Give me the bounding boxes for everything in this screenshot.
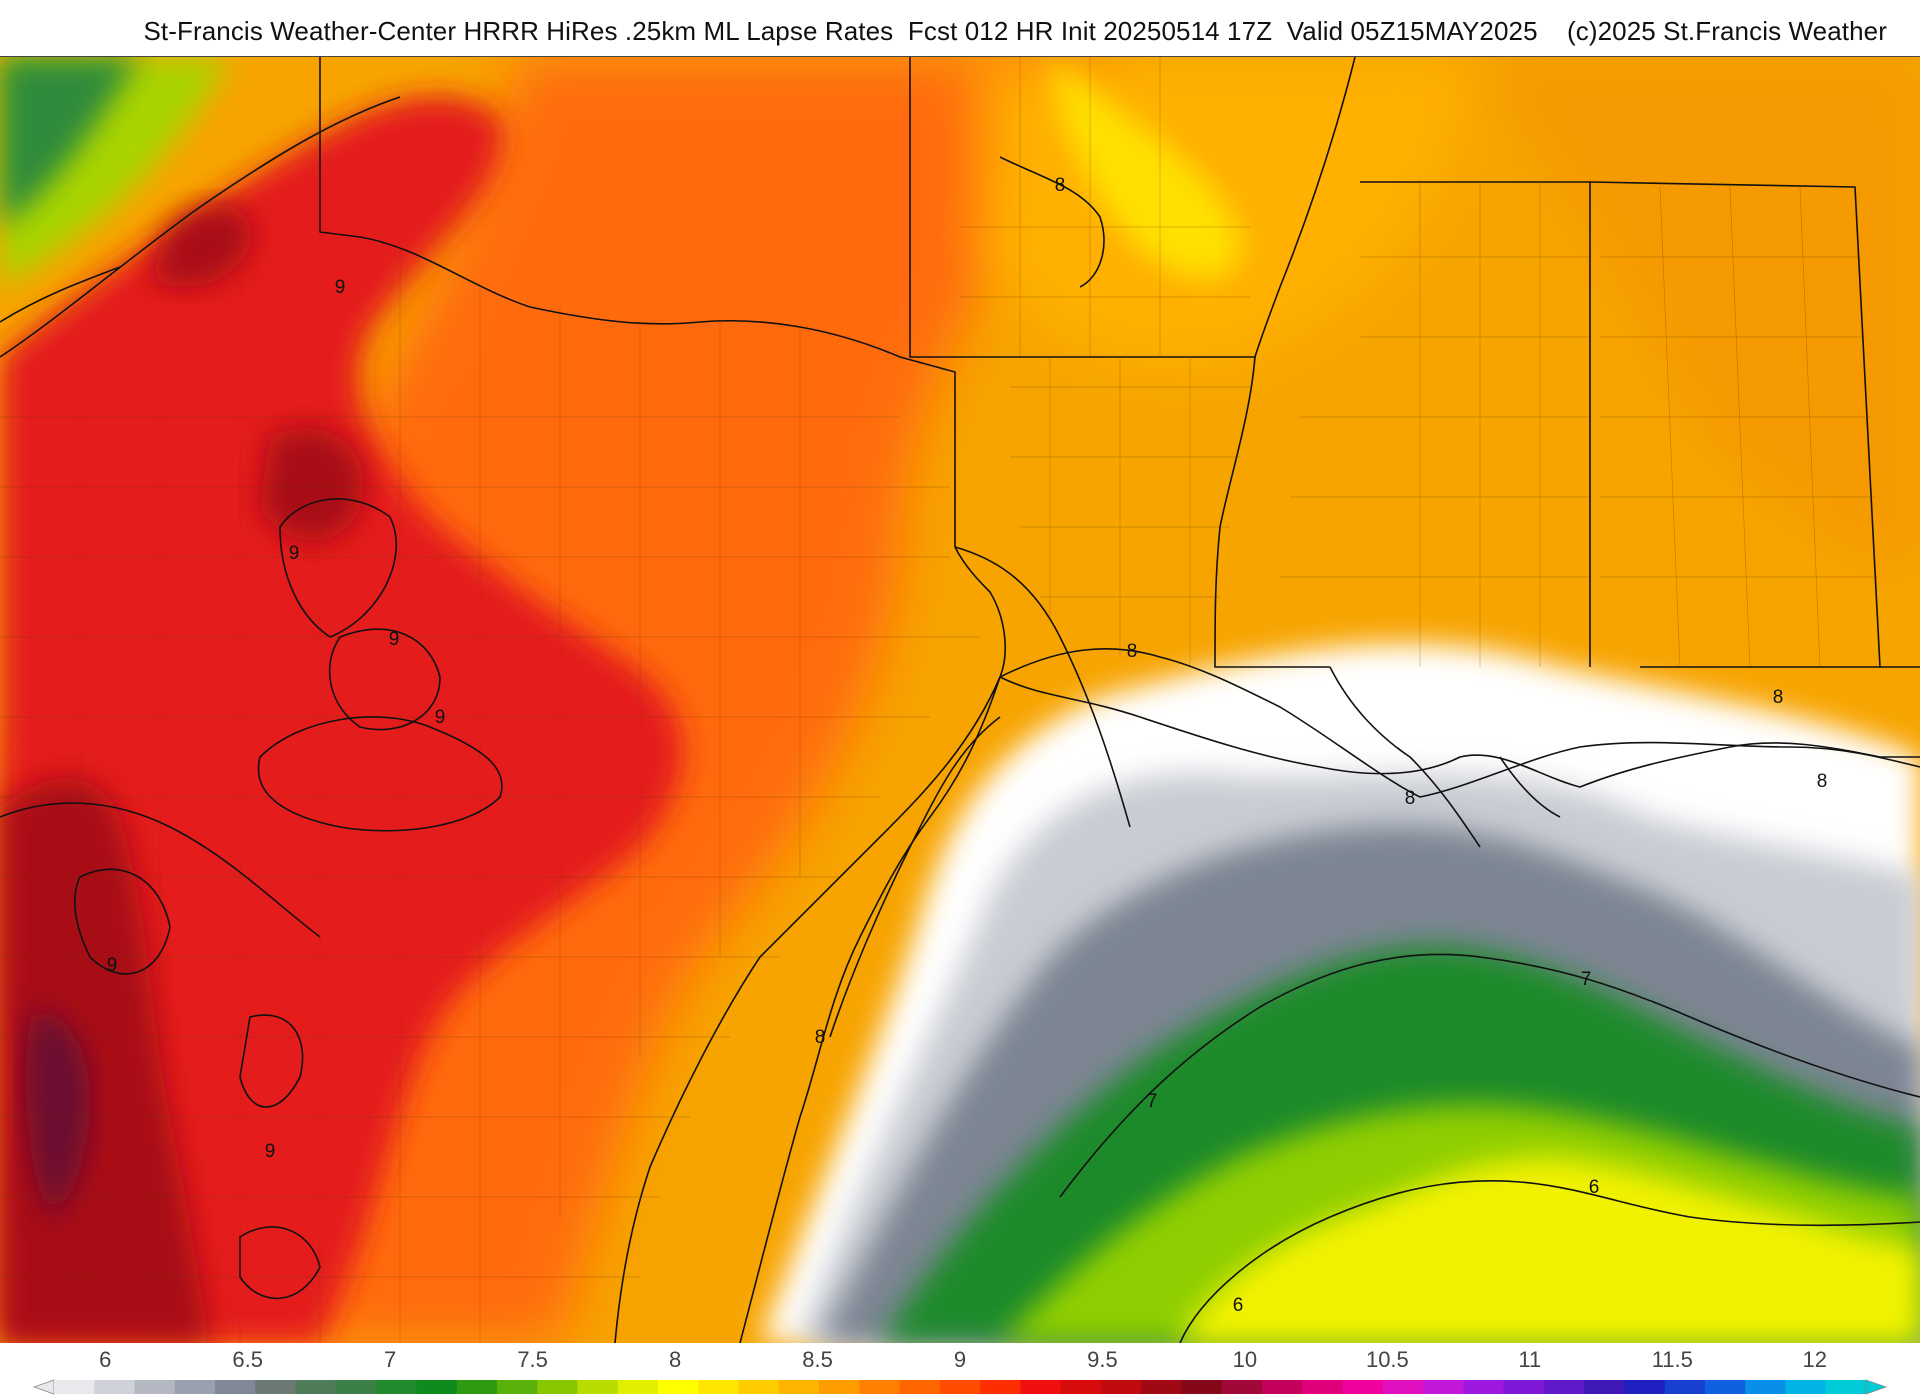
colorbar-swatch xyxy=(1181,1380,1223,1394)
contour-lines xyxy=(0,96,1920,1343)
contour-label: 8 xyxy=(1127,641,1138,662)
contour-labels: 9 9 9 9 9 9 9 8 8 8 8 8 8 7 7 6 6 xyxy=(107,175,1828,1316)
contour-label: 7 xyxy=(1147,1091,1158,1112)
colorbar-min-arrow xyxy=(32,1379,55,1395)
colorbar-tick-label: 7.5 xyxy=(517,1347,548,1372)
gulf-stable-zone xyxy=(760,643,1920,1343)
colorbar-tick-label: 8 xyxy=(668,1347,682,1372)
colorbar-swatch xyxy=(1342,1380,1384,1394)
colorbar-max-arrow xyxy=(1865,1379,1888,1395)
colorbar-swatch xyxy=(577,1380,619,1394)
colorbar-swatch xyxy=(939,1380,981,1394)
colorbar-swatch xyxy=(1543,1380,1585,1394)
colorbar-strip xyxy=(32,1379,1888,1395)
colorbar-ticks: 6 6.5 7 7.5 8 8.5 9 9.5 10 10.5 11 11.5 12 xyxy=(0,1343,1920,1377)
contour-label: 8 xyxy=(1405,788,1416,809)
colorbar-tick-label: 9.5 xyxy=(1087,1347,1118,1372)
county-borders xyxy=(0,57,1878,1343)
colorbar-swatch xyxy=(416,1380,458,1394)
colorbar-swatch xyxy=(496,1380,538,1394)
colorbar-swatch xyxy=(1141,1380,1183,1394)
colorbar-swatch xyxy=(859,1380,901,1394)
contour-label: 9 xyxy=(435,707,446,728)
colorbar-swatch xyxy=(1825,1380,1867,1394)
contour-label: 9 xyxy=(389,629,400,650)
colorbar-swatch xyxy=(134,1380,176,1394)
contour-label: 9 xyxy=(265,1141,276,1162)
colorbar-tick-label: 6 xyxy=(99,1347,112,1372)
colorbar-swatch xyxy=(1624,1380,1666,1394)
colorbar-swatch xyxy=(1745,1380,1787,1394)
colorbar-swatch xyxy=(537,1380,579,1394)
region-level-9-5-c xyxy=(260,427,365,541)
contour-label: 8 xyxy=(1817,771,1828,792)
colorbar-swatch xyxy=(255,1380,297,1394)
map-canvas: 9 9 9 9 9 9 9 8 8 8 8 8 8 7 7 6 6 xyxy=(0,57,1920,1343)
colorbar-tick-label: 9 xyxy=(953,1347,967,1372)
colorbar-swatch xyxy=(980,1380,1021,1394)
colorbar-swatch xyxy=(1100,1380,1142,1394)
colorbar-swatch xyxy=(738,1380,780,1394)
colorbar-swatch xyxy=(174,1380,216,1394)
colorbar-swatch xyxy=(1302,1380,1344,1394)
colorbar-swatch xyxy=(1020,1380,1062,1394)
map-title: St-Francis Weather-Center HRRR HiRes .25… xyxy=(143,16,1887,46)
colorbar-swatch xyxy=(335,1380,377,1394)
colorbar-swatch xyxy=(1584,1380,1625,1394)
colorbar-swatch xyxy=(1664,1380,1706,1394)
coastline xyxy=(614,666,1920,1343)
colorbar-tick-label: 6.5 xyxy=(232,1347,263,1372)
colorbar-tick-label: 7 xyxy=(384,1347,397,1372)
colorbar-swatch xyxy=(1221,1380,1263,1394)
colorbar-swatch xyxy=(1382,1380,1424,1394)
colorbar-tick-label: 10.5 xyxy=(1365,1347,1409,1372)
colorbar-swatch xyxy=(1060,1380,1102,1394)
colorbar-tick-label: 11.5 xyxy=(1651,1347,1693,1372)
contour-label: 6 xyxy=(1589,1177,1600,1198)
colorbar-swatch xyxy=(1704,1380,1746,1394)
colorbar-swatch xyxy=(658,1380,699,1394)
region-level-6-5-nw xyxy=(0,57,140,227)
region-level-10 xyxy=(26,1012,91,1217)
colorbar-swatch xyxy=(1262,1380,1303,1394)
colorbar-tick-label: 8.5 xyxy=(802,1347,833,1372)
colorbar-tick-label: 12 xyxy=(1802,1347,1828,1372)
state-borders xyxy=(0,57,1920,1343)
colorbar-swatch xyxy=(1463,1380,1505,1394)
contour-label: 9 xyxy=(289,543,300,564)
colorbar-swatch xyxy=(94,1380,136,1394)
weather-map[interactable]: 9 9 9 9 9 9 9 8 8 8 8 8 8 7 7 6 6 xyxy=(0,56,1920,1344)
contour-label: 8 xyxy=(1055,175,1066,196)
colorbar-swatch xyxy=(1423,1380,1464,1394)
colorbar-swatch xyxy=(456,1380,498,1394)
colorbar-tick-label: 10 xyxy=(1232,1347,1258,1372)
contour-label: 6 xyxy=(1233,1295,1244,1316)
colorbar-swatch xyxy=(1785,1380,1827,1394)
colorbar-swatch xyxy=(778,1380,820,1394)
colorbar-swatch xyxy=(617,1380,659,1394)
colorbar-swatch xyxy=(376,1380,417,1394)
colorbar-swatch xyxy=(295,1380,337,1394)
contour-label: 8 xyxy=(1773,687,1784,708)
contour-label: 7 xyxy=(1581,969,1592,990)
colorbar-legend: 6 6.5 7 7.5 8 8.5 9 9.5 10 10.5 11 11.5 12 xyxy=(0,1343,1920,1400)
contour-label: 8 xyxy=(815,1027,826,1048)
colorbar-swatch xyxy=(215,1380,256,1394)
colorbar-swatch xyxy=(899,1380,941,1394)
colorbar-swatch xyxy=(1503,1380,1545,1394)
contour-label: 9 xyxy=(335,277,346,298)
colorbar-swatch xyxy=(819,1380,860,1394)
nw-stable-zone xyxy=(0,57,230,287)
colorbar-swatch xyxy=(698,1380,740,1394)
colorbar-swatch xyxy=(54,1380,95,1394)
header-bar: St-Francis Weather-Center HRRR HiRes .25… xyxy=(0,0,1920,56)
colorbar-tick-label: 11 xyxy=(1518,1347,1542,1372)
contour-label: 9 xyxy=(107,955,118,976)
region-level-5-5 xyxy=(1180,1157,1920,1343)
